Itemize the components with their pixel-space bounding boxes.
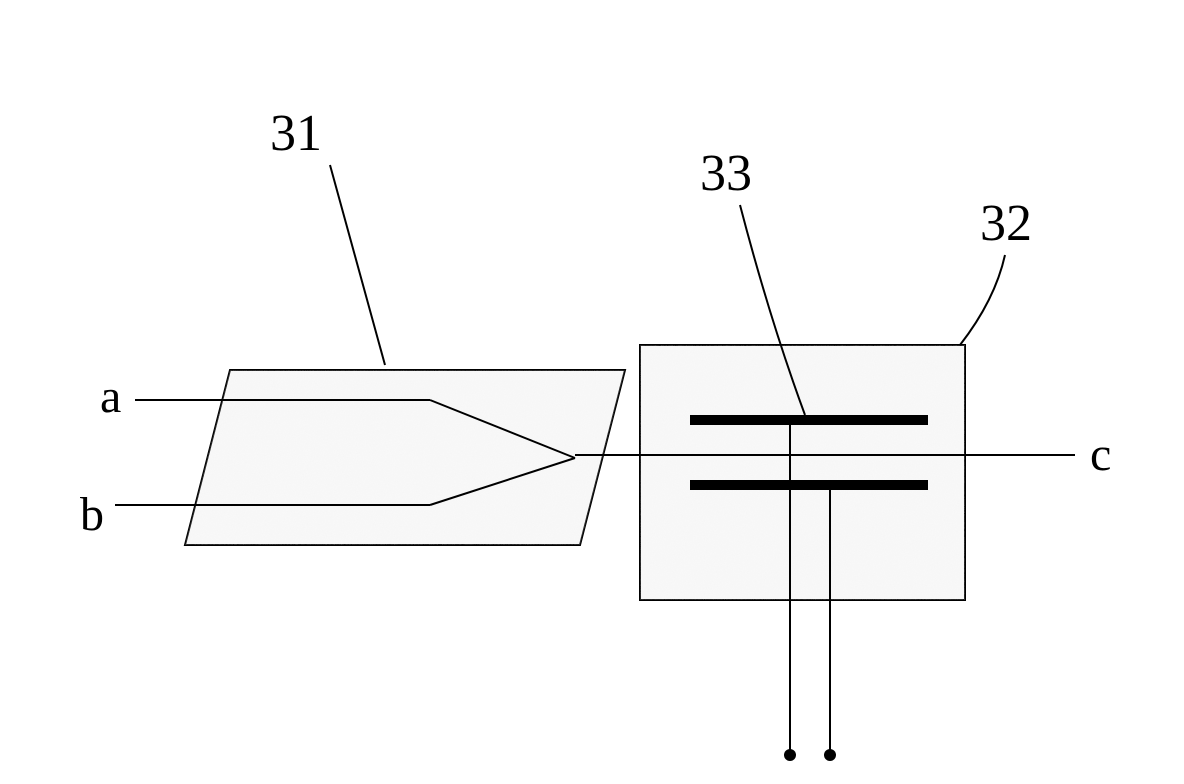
label-c: c (1090, 428, 1111, 481)
label-b: b (80, 488, 104, 541)
label-31: 31 (270, 105, 322, 162)
terminal-dot-left (784, 749, 796, 761)
leader-32 (960, 255, 1005, 345)
block-32 (640, 345, 965, 600)
terminal-dot-right (824, 749, 836, 761)
label-a: a (100, 370, 121, 423)
block-texture (640, 345, 965, 600)
leader-31 (330, 165, 385, 365)
label-33: 33 (700, 145, 752, 202)
label-32: 32 (980, 195, 1032, 252)
diagram-canvas: a b c 31 32 33 (0, 0, 1184, 784)
